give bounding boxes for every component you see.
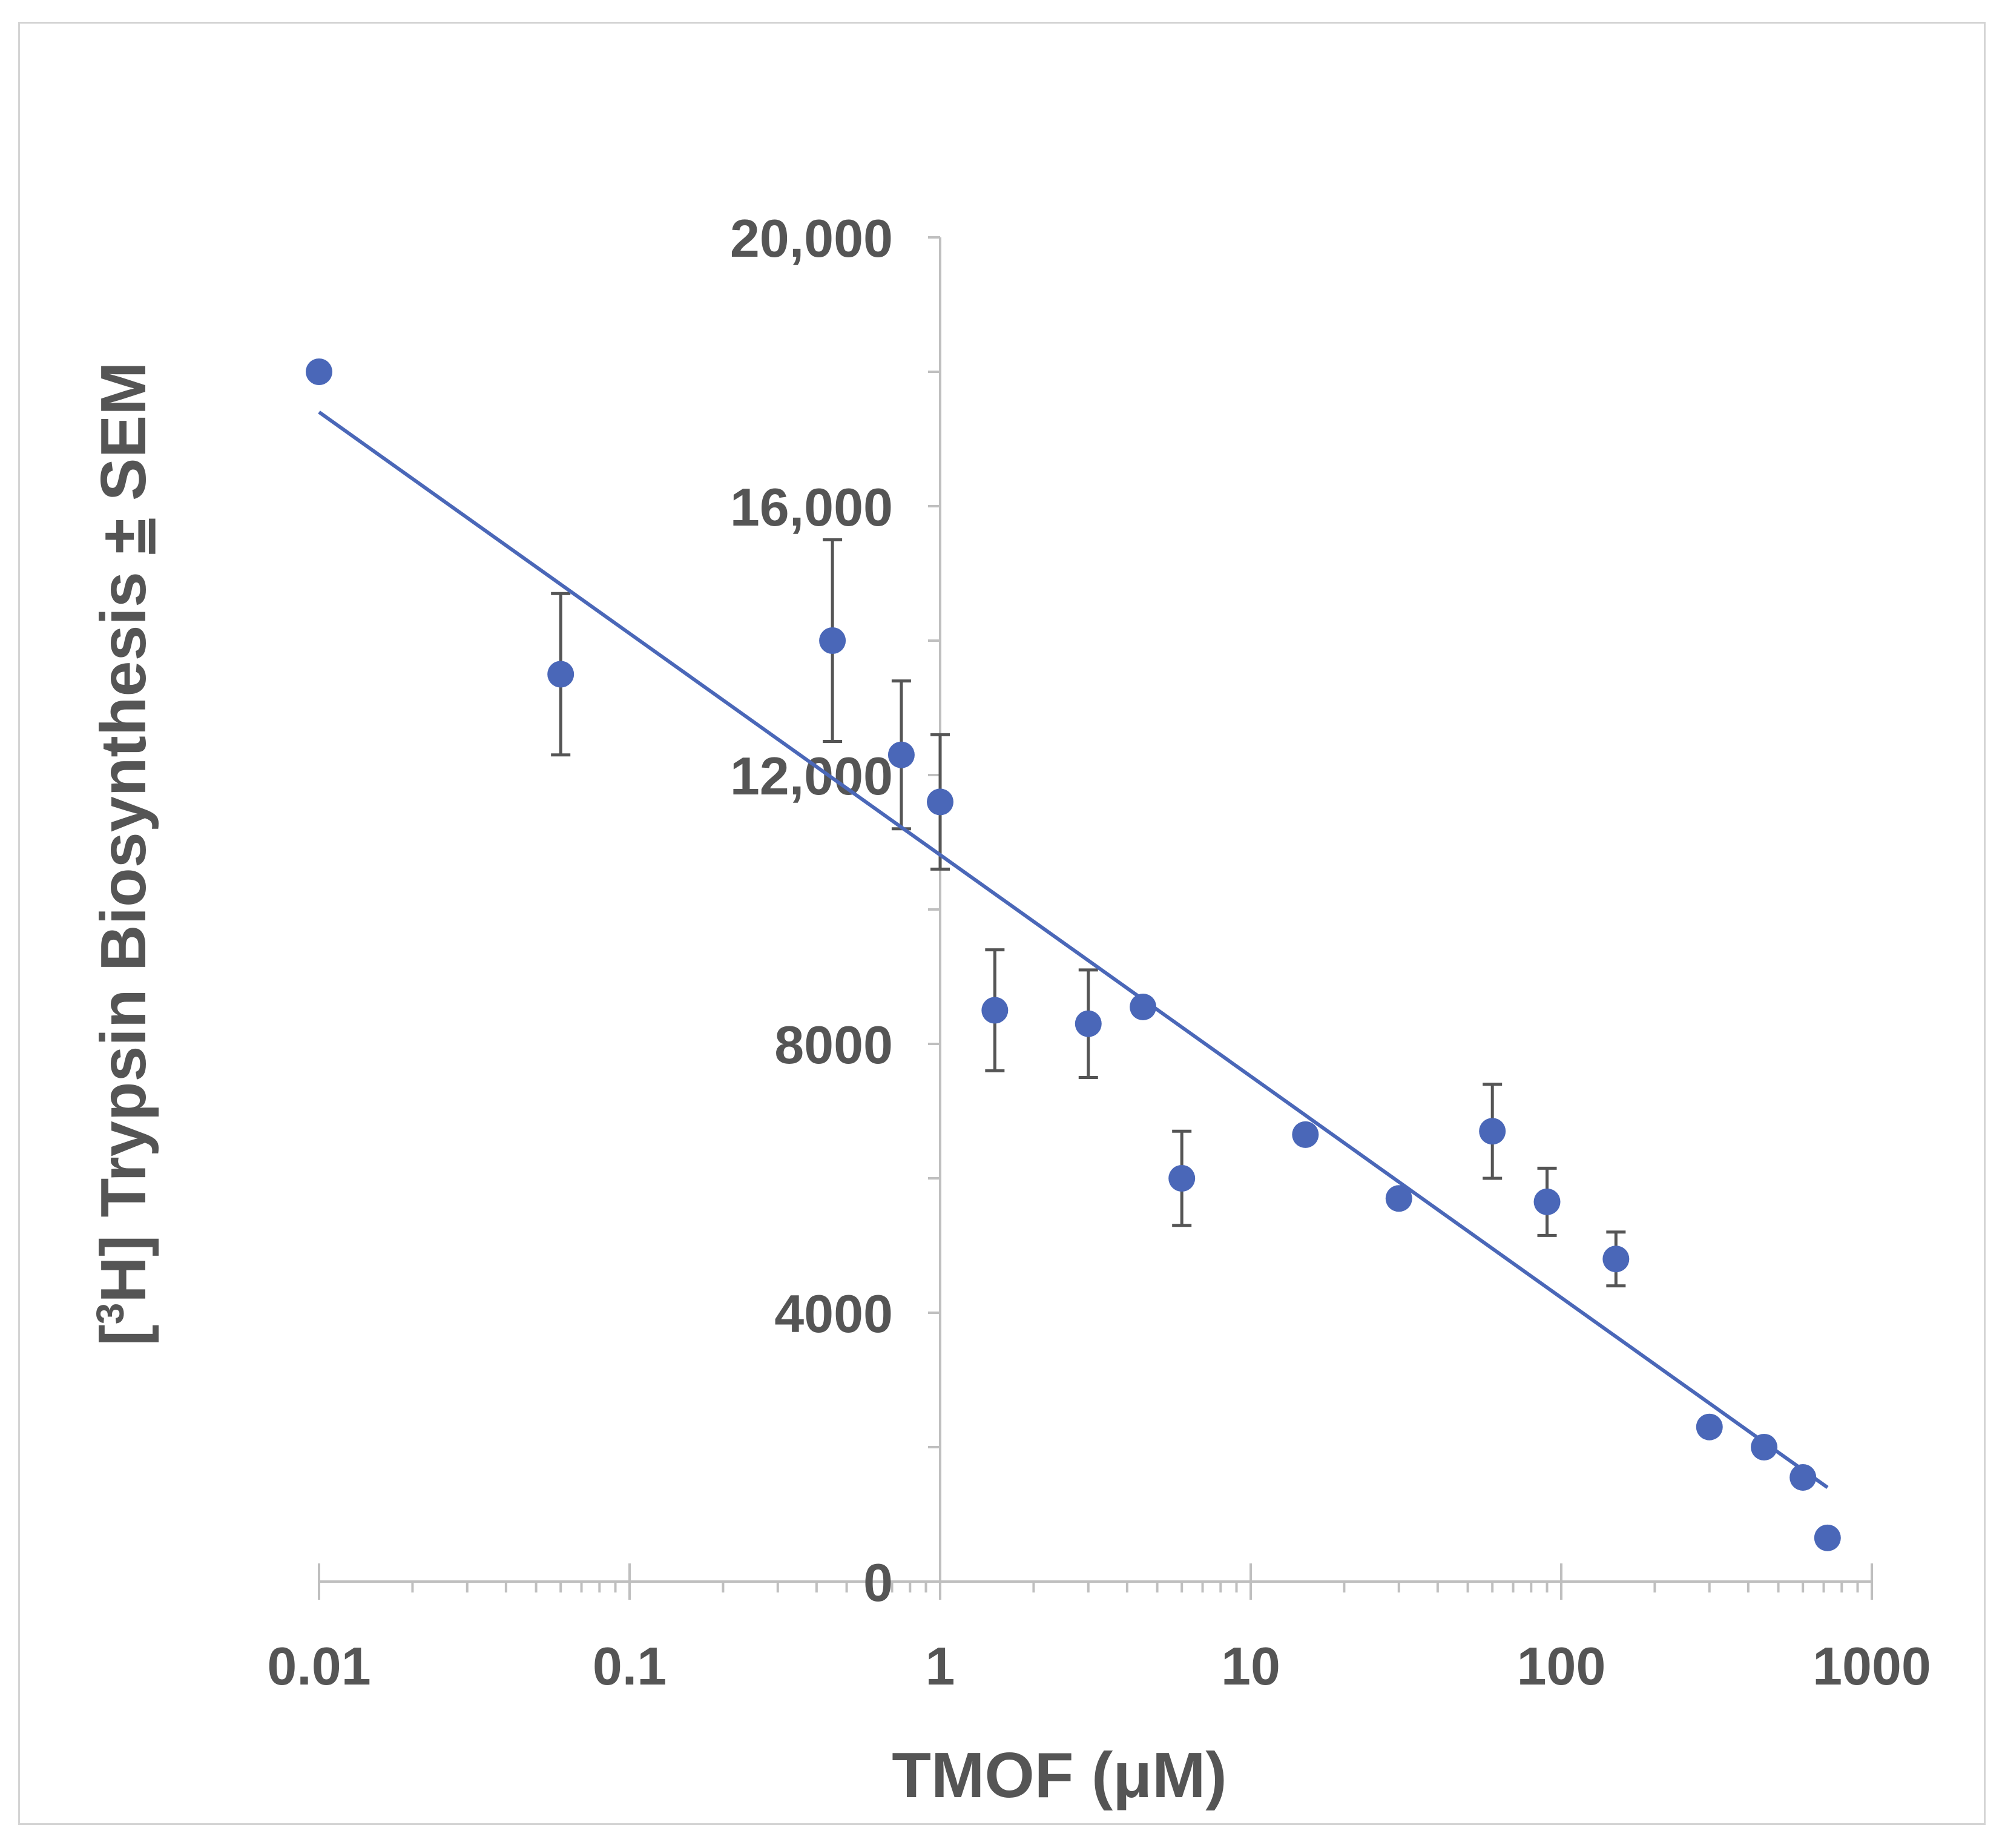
y-title-main: H] Trypsin Biosynthesis xyxy=(88,554,159,1303)
data-point xyxy=(547,661,575,688)
y-tick-labels: 0 4000 8000 12,000 16,000 20,000 xyxy=(730,208,893,1612)
y-tick-label: 12,000 xyxy=(730,746,893,806)
data-point xyxy=(819,627,846,654)
y-title-plusminus: ± xyxy=(88,519,159,554)
y-tick-label: 4000 xyxy=(774,1284,893,1344)
data-point xyxy=(1130,993,1157,1020)
data-point xyxy=(887,741,915,768)
data-point xyxy=(1385,1185,1412,1212)
y-tick-label: 20,000 xyxy=(730,208,893,268)
data-point xyxy=(1479,1118,1506,1145)
data-point xyxy=(1696,1413,1723,1440)
y-tick-label: 16,000 xyxy=(730,477,893,537)
data-point xyxy=(306,358,332,385)
y-title-tail: SEM xyxy=(88,361,159,518)
y-axis-title: [3H] Trypsin Biosynthesis ± SEM xyxy=(88,361,159,1345)
figure-frame xyxy=(18,22,1986,1825)
data-point xyxy=(1533,1188,1561,1215)
data-point xyxy=(1168,1165,1196,1192)
x-tick-label: 1 xyxy=(926,1636,955,1696)
data-point xyxy=(1789,1464,1817,1491)
x-tick-labels: 0.01 0.1 1 10 100 1000 xyxy=(267,1636,1931,1696)
error-bars xyxy=(551,538,1626,1288)
x-tick-label: 100 xyxy=(1517,1636,1606,1696)
data-point xyxy=(1602,1246,1630,1273)
data-point xyxy=(1292,1121,1319,1148)
data-point xyxy=(1814,1524,1841,1551)
axes xyxy=(318,236,1873,1600)
y-title-bracket: [ xyxy=(88,1324,159,1345)
x-tick-label: 0.01 xyxy=(267,1636,370,1696)
y-tick-label: 0 xyxy=(863,1553,893,1612)
x-tick-label: 10 xyxy=(1221,1636,1280,1696)
data-points xyxy=(306,358,1841,1551)
x-tick-label: 0.1 xyxy=(593,1636,667,1696)
y-tick-label: 8000 xyxy=(774,1015,893,1075)
x-axis-title: TMOF (μM) xyxy=(892,1740,1226,1811)
data-point xyxy=(927,788,953,816)
data-point xyxy=(1751,1434,1778,1460)
data-point xyxy=(1075,1010,1102,1037)
x-tick-label: 1000 xyxy=(1812,1636,1931,1696)
trend-line xyxy=(318,411,1829,1490)
data-point xyxy=(981,997,1009,1024)
y-title-superscript: 3 xyxy=(88,1303,132,1325)
